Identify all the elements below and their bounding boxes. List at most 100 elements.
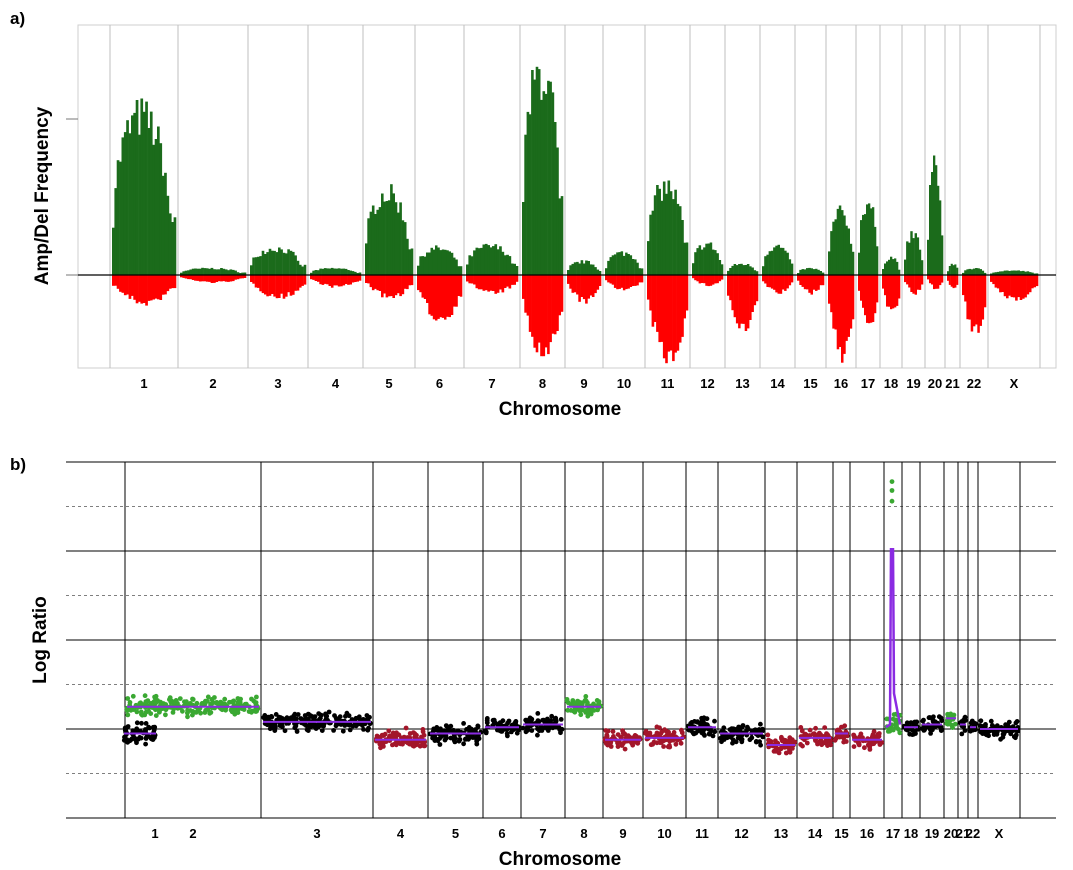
panel-a-del-bar	[838, 275, 842, 347]
panel-a-amp-bar	[838, 205, 842, 275]
panel-a-x-tick-label: 4	[332, 376, 340, 391]
panel-a-x-tick-label: 21	[945, 376, 959, 391]
panel-b-data-point	[765, 732, 771, 738]
panel-a-del-bar	[775, 275, 778, 293]
panel-a-del-bar	[808, 275, 811, 293]
panel-b-data-point	[134, 709, 140, 715]
panel-b-data-point	[930, 727, 935, 733]
panel-a-amp-bar	[764, 256, 767, 275]
panel-b-data-point	[1014, 719, 1020, 724]
panel-a-amp-bar	[598, 271, 602, 275]
panel-a-del-bar	[786, 275, 789, 289]
panel-a-amp-bar	[979, 269, 982, 275]
panel-a-amp-bar	[227, 270, 230, 275]
panel-a-del-bar	[227, 275, 230, 282]
panel-a-amp-bar	[1008, 271, 1011, 275]
panel-a-amp-bar	[797, 273, 800, 275]
panel-a-amp-bar	[620, 251, 624, 275]
panel-a-del-bar	[264, 275, 267, 295]
panel-b-data-point	[396, 732, 402, 738]
panel-b-data-point	[583, 698, 589, 704]
panel-b-data-point	[662, 727, 667, 733]
panel-a-amp-bar	[292, 251, 295, 275]
panel-a-amp-bar	[808, 267, 811, 275]
panel-a-amp-bar	[799, 269, 802, 275]
panel-a-amp-bar	[287, 249, 290, 275]
panel-a-del-bar	[799, 275, 802, 285]
panel-a-del-bar	[508, 275, 512, 289]
panel-a-amp-bar	[694, 252, 697, 275]
panel-a-del-bar	[1015, 275, 1018, 301]
panel-a-del-bar	[598, 275, 602, 286]
panel-b-data-point	[184, 699, 189, 705]
panel-a-del-bar	[430, 275, 433, 316]
panel-b-data-point	[978, 718, 984, 724]
panel-b-data-point	[889, 498, 895, 504]
panel-b-data-point	[138, 735, 144, 741]
panel-b-data-point	[529, 717, 534, 722]
panel-b-data-point	[139, 720, 144, 726]
panel-a-del-bar	[164, 275, 167, 295]
panel-b-data-point	[843, 739, 849, 744]
panel-a-amp-bar	[487, 245, 490, 275]
panel-b-data-point	[754, 728, 759, 733]
panel-a-del-bar	[528, 275, 532, 332]
panel-a-amp-bar	[544, 93, 548, 276]
panel-a-del-bar	[788, 275, 792, 286]
panel-b-x-tick-label: 6	[498, 826, 505, 841]
panel-a-del-bar	[817, 275, 820, 290]
panel-a-amp-bar	[560, 196, 564, 275]
panel-a-del-bar	[768, 275, 772, 288]
panel-a-amp-bar	[335, 268, 339, 275]
panel-a-amp-bar	[426, 252, 429, 275]
panel-a-del-bar	[941, 275, 944, 283]
panel-a-amp-bar	[803, 269, 807, 275]
panel-a-del-bar	[289, 275, 293, 296]
panel-a-del-bar	[729, 275, 732, 301]
panel-a-amp-bar	[711, 249, 715, 275]
panel-a-del-bar	[419, 275, 422, 293]
panel-a-amp-bar	[432, 249, 436, 275]
panel-b-data-point	[585, 708, 591, 714]
panel-a-amp-bar	[257, 256, 260, 275]
panel-a-amp-bar	[254, 257, 258, 275]
panel-a-del-bar	[222, 275, 226, 282]
panel-a-amp-bar	[1012, 270, 1016, 275]
panel-a-amp-bar	[342, 268, 346, 275]
panel-a-del-bar	[870, 275, 873, 323]
panel-b-data-point	[862, 745, 867, 751]
panel-a-amp-bar	[576, 261, 579, 275]
panel-a-del-bar	[977, 275, 980, 333]
panel-a-del-bar	[649, 275, 652, 311]
panel-a-del-bar	[371, 275, 375, 291]
panel-a-amp-bar	[268, 248, 272, 275]
panel-a-amp-bar	[553, 122, 557, 275]
panel-b-data-point	[620, 730, 626, 736]
panel-b-data-point	[712, 718, 717, 724]
panel-b-x-tick-label: 13	[774, 826, 788, 841]
panel-a-amp-bar	[735, 265, 739, 275]
panel-b-data-point	[412, 731, 418, 737]
panel-a-amp-bar	[622, 255, 626, 275]
panel-a-del-bar	[340, 275, 343, 287]
panel-a-del-bar	[342, 275, 346, 286]
panel-a-del-bar	[931, 275, 934, 285]
panel-a-del-bar	[182, 275, 186, 278]
panel-b-data-point	[432, 733, 438, 739]
panel-a-amp-bar	[294, 255, 297, 275]
panel-b-data-point	[509, 729, 514, 735]
panel-b-data-point	[867, 747, 873, 752]
panel-a-amp-bar	[790, 263, 794, 275]
panel-b-data-point	[851, 732, 856, 738]
panel-a-del-bar	[910, 275, 913, 292]
panel-a-amp-bar	[455, 259, 458, 275]
panel-a-del-bar	[173, 275, 177, 289]
panel-a-amp-bar	[894, 258, 897, 275]
panel-a-del-bar	[180, 275, 183, 278]
panel-a-del-bar	[328, 275, 332, 286]
panel-a-del-bar	[560, 275, 564, 312]
panel-a-amp-bar	[636, 262, 639, 275]
panel-a-x-tick-label: 14	[770, 376, 785, 391]
panel-a-del-bar	[484, 275, 488, 291]
